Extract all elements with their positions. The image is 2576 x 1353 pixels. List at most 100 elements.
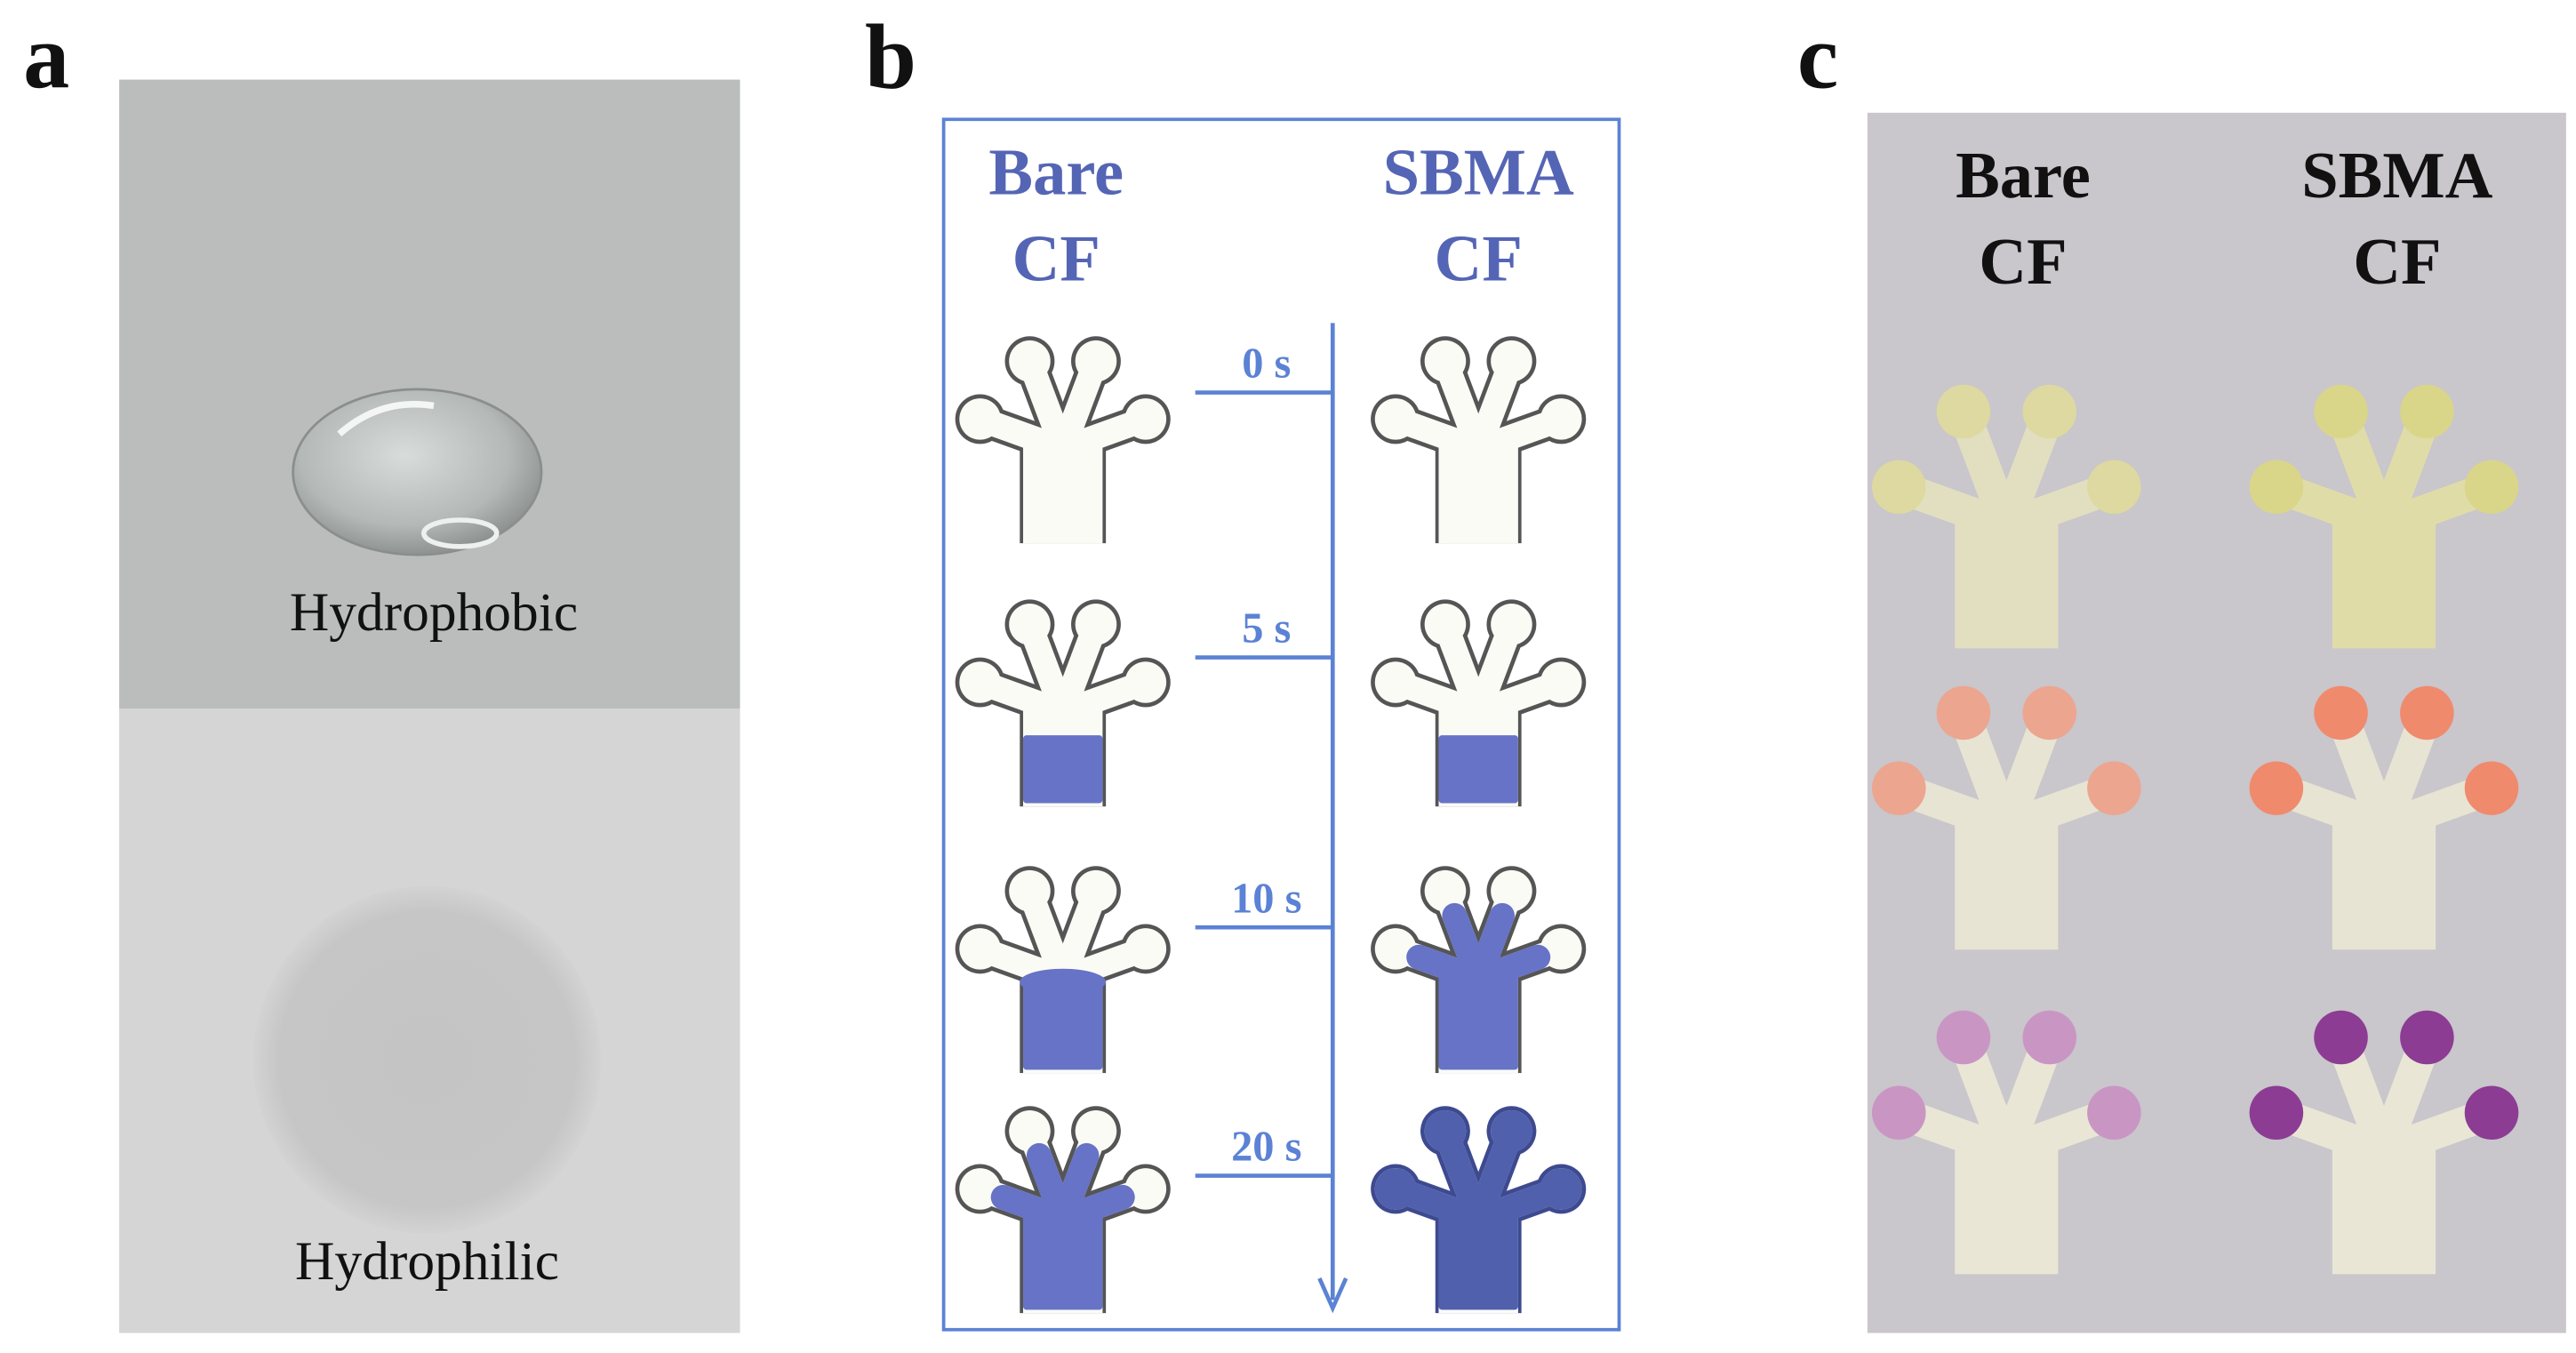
wet-fill [1023, 735, 1103, 804]
tip [1075, 869, 1117, 912]
heading: Bare [988, 136, 1124, 209]
tip [1124, 398, 1167, 440]
wet-fill [1438, 1208, 1518, 1310]
tip [1374, 398, 1417, 440]
stem [2332, 1138, 2436, 1275]
panel-label: a [23, 5, 69, 108]
paper-tree [1871, 384, 2141, 649]
wet-spot [252, 885, 602, 1234]
wet-fill [1540, 1168, 1582, 1210]
tip [2314, 384, 2368, 439]
wet-fill [1466, 944, 1551, 991]
tip [1075, 340, 1117, 382]
tip [2022, 685, 2077, 741]
tip [2314, 1010, 2368, 1065]
arrow-head [1317, 1277, 1348, 1314]
panel-label: b [865, 5, 916, 108]
heading: SBMA [2301, 140, 2492, 212]
paper-tree [1371, 336, 1587, 544]
paper-tree [2249, 384, 2519, 649]
tip [2249, 761, 2304, 815]
tip [1374, 661, 1417, 703]
droplet-highlight [337, 401, 435, 436]
tip [1124, 928, 1167, 970]
time-axis: 0 s 5 s 10 s 20 s [1195, 340, 1333, 1178]
paper-tree [2249, 1010, 2519, 1275]
paper-tree [1371, 599, 1587, 807]
paper-tree [1871, 1010, 2141, 1275]
tip [1075, 1109, 1117, 1152]
tip [959, 1168, 1001, 1210]
tip [1936, 685, 1991, 741]
heading: CF [1012, 222, 1100, 295]
tip [2464, 761, 2519, 815]
stem [1023, 438, 1103, 544]
droplet-highlight [420, 517, 500, 549]
wet-fill [1023, 978, 1103, 1070]
tip [2087, 761, 2141, 815]
panel-label: c [1797, 5, 1838, 108]
stem [2332, 813, 2436, 950]
tip [2400, 384, 2454, 439]
time-label: 5 s [1242, 605, 1291, 652]
caption: Hydrophobic [290, 582, 578, 643]
tip [2022, 1010, 2077, 1065]
tip [959, 398, 1001, 440]
paper-tree [955, 336, 1171, 544]
wet-fill [1374, 1168, 1417, 1210]
tip [1540, 398, 1582, 440]
stem [1955, 813, 2059, 950]
paper-tree [1871, 685, 2141, 950]
wet-fill [1491, 1109, 1532, 1152]
heading: CF [1435, 222, 1523, 295]
paper-tree [1371, 866, 1587, 1074]
heading: Bare [1956, 140, 2091, 212]
tip [2400, 685, 2454, 741]
heading: CF [1979, 226, 2067, 299]
tip [1009, 1109, 1051, 1152]
time-label: 20 s [1231, 1124, 1301, 1171]
time-label: 10 s [1231, 875, 1301, 922]
trees [1871, 384, 2519, 1275]
tip [1871, 460, 1926, 515]
tip [2087, 460, 2141, 515]
stem [1955, 512, 2059, 649]
tip [1871, 761, 1926, 815]
paper-tree [955, 599, 1171, 807]
tip [2249, 1085, 2304, 1141]
tip [1491, 340, 1532, 382]
tip [2087, 1085, 2141, 1141]
tip [1009, 340, 1051, 382]
tip [1009, 604, 1051, 645]
tip [1009, 869, 1051, 912]
tip [2249, 460, 2304, 515]
tip [1871, 1085, 1926, 1141]
stem [1955, 1138, 2059, 1275]
tip [2400, 1010, 2454, 1065]
tip [1124, 661, 1167, 703]
heading: CF [2353, 226, 2441, 299]
caption: Hydrophilic [295, 1231, 559, 1292]
stem [1438, 438, 1518, 544]
time-label: 0 s [1242, 340, 1291, 388]
tip [1491, 869, 1532, 912]
tip [1540, 661, 1582, 703]
tip [1374, 928, 1417, 970]
tip [1936, 1010, 1991, 1065]
tip [1424, 340, 1467, 382]
paper-tree [955, 1106, 1171, 1314]
stem [2332, 512, 2436, 649]
tip [2464, 1085, 2519, 1141]
tip [1075, 604, 1117, 645]
tip [1124, 1168, 1167, 1210]
tip [1936, 384, 1991, 439]
tip [959, 661, 1001, 703]
tip [2464, 460, 2519, 515]
wet-fill [1050, 1184, 1135, 1231]
tip [959, 928, 1001, 970]
heading: SBMA [1383, 136, 1574, 209]
tip [1540, 928, 1582, 970]
paper-tree [1371, 1106, 1587, 1314]
